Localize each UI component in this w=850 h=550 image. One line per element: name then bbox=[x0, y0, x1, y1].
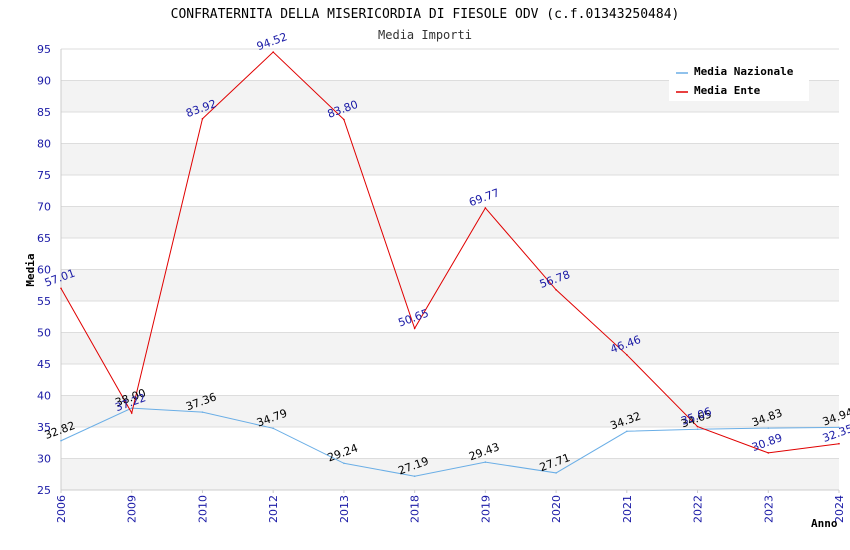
y-tick-label: 25 bbox=[37, 484, 51, 497]
y-tick-label: 55 bbox=[37, 295, 51, 308]
y-tick-label: 90 bbox=[37, 75, 51, 88]
x-tick-label: 2010 bbox=[196, 495, 209, 523]
grid-band bbox=[61, 301, 839, 333]
data-point-media-ente bbox=[626, 354, 628, 356]
data-point-media-ente bbox=[413, 327, 416, 330]
y-tick-label: 45 bbox=[37, 358, 51, 371]
y-tick-label: 80 bbox=[37, 138, 51, 151]
y-tick-label: 70 bbox=[37, 201, 51, 214]
grid-band bbox=[61, 364, 839, 396]
data-point-media-ente bbox=[272, 51, 274, 53]
y-tick-label: 65 bbox=[37, 232, 51, 245]
legend-box bbox=[669, 59, 809, 101]
y-tick-label: 30 bbox=[37, 453, 51, 466]
grid-band bbox=[61, 427, 839, 459]
data-point-media-nazionale bbox=[343, 462, 345, 465]
data-point-media-ente bbox=[201, 118, 204, 120]
legend-label-media-nazionale: Media Nazionale bbox=[694, 65, 794, 78]
data-point-media-ente bbox=[484, 207, 487, 209]
series-line-media-nazionale bbox=[60, 407, 840, 477]
grid-band bbox=[61, 332, 839, 364]
data-point-media-nazionale bbox=[484, 461, 487, 463]
x-tick-label: 2021 bbox=[621, 495, 634, 523]
x-tick-label: 2012 bbox=[267, 495, 280, 523]
data-point-media-nazionale bbox=[626, 430, 628, 433]
y-tick-label: 40 bbox=[37, 390, 51, 403]
x-tick-label: 2020 bbox=[550, 495, 563, 523]
background-bands bbox=[61, 49, 839, 490]
y-axis-label: Media bbox=[24, 253, 37, 286]
y-tick-label: 50 bbox=[37, 327, 51, 340]
x-tick-label: 2023 bbox=[762, 495, 775, 523]
data-point-media-nazionale bbox=[555, 472, 557, 474]
data-point-media-ente bbox=[343, 118, 345, 121]
data-point-media-ente bbox=[555, 288, 557, 291]
axes bbox=[60, 49, 839, 491]
x-tick-label: 2022 bbox=[692, 495, 705, 523]
data-point-media-nazionale bbox=[272, 427, 274, 430]
y-tick-label: 75 bbox=[37, 169, 51, 182]
y-tick-label: 95 bbox=[37, 43, 51, 56]
x-tick-label: 2009 bbox=[126, 495, 139, 523]
grid-band bbox=[61, 112, 839, 144]
x-tick-label: 2024 bbox=[833, 495, 846, 523]
data-point-media-nazionale bbox=[130, 407, 133, 409]
series-lines bbox=[60, 51, 840, 478]
data-point-media-nazionale bbox=[60, 439, 62, 442]
grid-band bbox=[61, 238, 839, 270]
chart-subtitle: Media Importi bbox=[378, 28, 472, 42]
grid-band bbox=[61, 395, 839, 427]
y-axis-ticks: 25 30 35 40 45 50 55 60 65 70 75 80 85 90 95 bbox=[37, 43, 51, 497]
data-point-media-ente bbox=[60, 287, 62, 290]
grid-band bbox=[61, 143, 839, 175]
x-tick-label: 2018 bbox=[409, 495, 422, 523]
data-point-media-ente bbox=[696, 425, 699, 428]
x-axis-ticks: 2006 2009 2010 2012 2013 2018 2019 2020 2021 2022… bbox=[55, 490, 846, 523]
series-line-media-ente bbox=[60, 51, 840, 454]
y-tick-label: 60 bbox=[37, 264, 51, 277]
chart-title: CONFRATERNITA DELLA MISERICORDIA DI FIES… bbox=[171, 7, 680, 22]
x-tick-label: 2006 bbox=[55, 495, 68, 523]
x-tick-label: 2019 bbox=[479, 495, 492, 523]
gridlines bbox=[61, 48, 839, 491]
x-axis-label: Anno bbox=[811, 517, 838, 530]
grid-band bbox=[61, 206, 839, 238]
data-point-media-nazionale bbox=[838, 426, 840, 429]
data-point-media-nazionale bbox=[413, 475, 416, 478]
grid-band bbox=[61, 458, 839, 490]
data-point-media-ente bbox=[838, 442, 840, 445]
y-tick-label: 85 bbox=[37, 106, 51, 119]
data-point-media-nazionale bbox=[696, 428, 699, 431]
y-tick-label: 35 bbox=[37, 421, 51, 434]
data-point-media-ente bbox=[130, 412, 133, 414]
data-point-media-nazionale bbox=[767, 427, 770, 429]
x-tick-label: 2013 bbox=[338, 495, 351, 523]
legend-label-media-ente: Media Ente bbox=[694, 84, 761, 97]
legend: Media Nazionale Media Ente bbox=[669, 59, 809, 101]
grid-band bbox=[61, 269, 839, 301]
data-point-media-nazionale bbox=[201, 411, 204, 413]
grid-band bbox=[61, 175, 839, 207]
data-point-media-ente bbox=[767, 452, 770, 454]
